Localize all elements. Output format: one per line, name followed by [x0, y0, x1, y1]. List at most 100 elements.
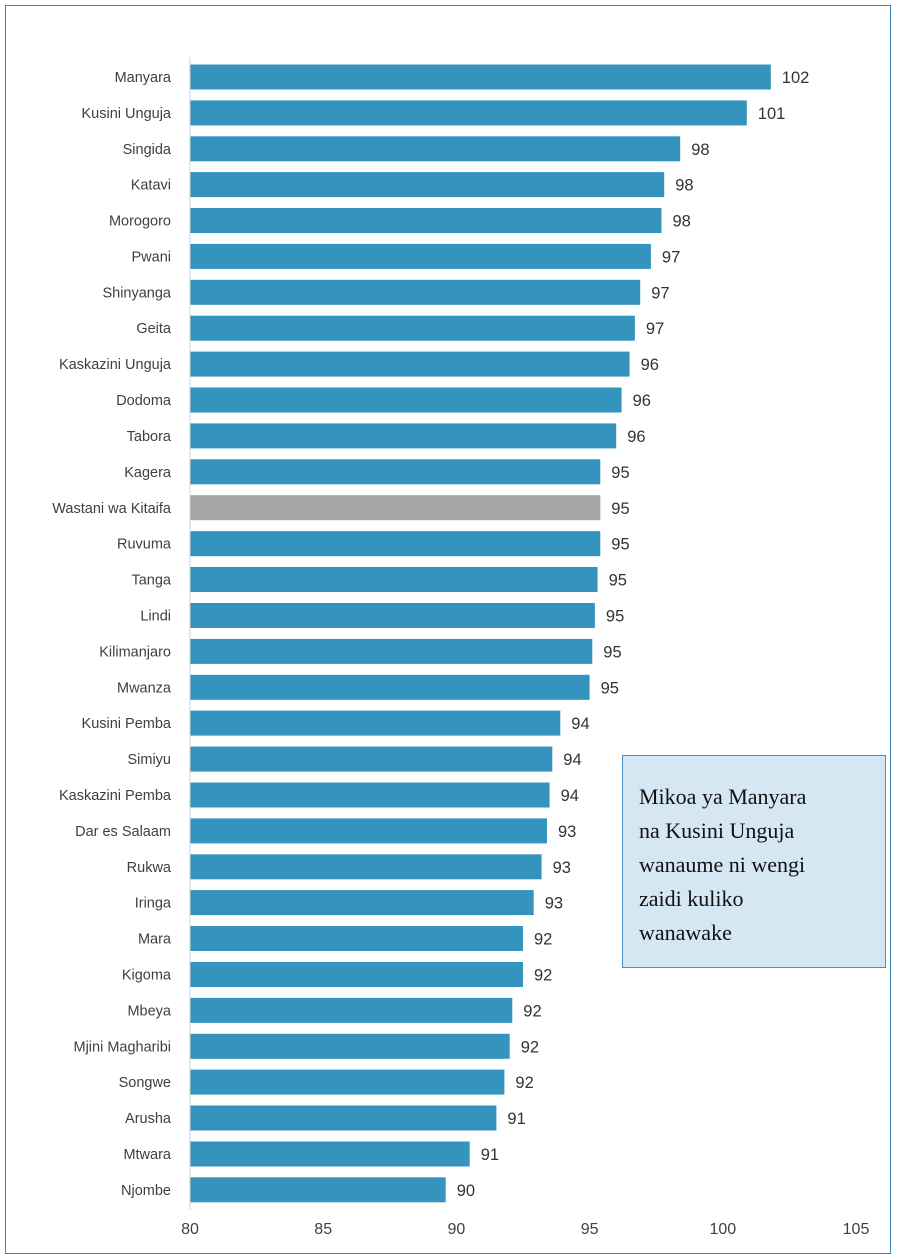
bar	[190, 854, 542, 880]
value-label: 92	[534, 967, 552, 985]
annotation-line: wanawake	[639, 920, 732, 945]
category-label: Pwani	[132, 249, 172, 265]
chart-frame	[5, 5, 891, 1254]
category-label: Kusini Unguja	[82, 106, 172, 122]
x-tick-label: 80	[181, 1221, 199, 1238]
value-label: 95	[611, 464, 629, 482]
bar	[190, 1177, 446, 1203]
category-label: Morogoro	[109, 214, 171, 230]
category-label: Kigoma	[122, 968, 172, 984]
bar	[190, 423, 617, 449]
bar	[190, 997, 513, 1023]
value-label: 98	[673, 213, 691, 231]
annotation-line: zaidi kuliko	[639, 886, 744, 911]
value-label: 91	[507, 1110, 525, 1128]
bar	[190, 387, 622, 413]
value-label: 92	[523, 1002, 541, 1020]
category-label: Iringa	[135, 896, 172, 912]
bar	[190, 351, 630, 377]
value-label: 94	[571, 715, 589, 733]
category-label: Kusini Pemba	[82, 716, 172, 732]
bar	[190, 926, 523, 951]
bar	[190, 746, 553, 772]
x-tick-label: 95	[581, 1221, 599, 1238]
value-label: 102	[782, 69, 810, 87]
x-tick-label: 90	[448, 1221, 466, 1238]
category-label: Tabora	[127, 429, 172, 445]
category-label: Singida	[123, 142, 172, 158]
bar	[190, 603, 595, 628]
value-label: 96	[641, 356, 659, 374]
value-label: 95	[611, 500, 629, 518]
value-label: 95	[609, 572, 627, 590]
category-label: Mbeya	[127, 1003, 171, 1019]
category-label: Wastani wa Kitaifa	[52, 501, 172, 517]
value-label: 92	[534, 931, 552, 949]
annotation-line: Mikoa ya Manyara	[639, 784, 807, 809]
category-label: Simiyu	[127, 752, 171, 768]
bar	[190, 818, 547, 844]
value-label: 94	[561, 787, 579, 805]
category-label: Njombe	[121, 1183, 171, 1199]
value-labels: 102 101 98 98 98 97 97 97 96 96 96 95 95 95 95 95 95 95 94…	[457, 69, 810, 1200]
value-label: 93	[558, 823, 576, 841]
category-label: Mjini Magharibi	[73, 1039, 171, 1055]
value-label: 95	[611, 536, 629, 554]
bar	[190, 782, 550, 808]
value-label: 97	[651, 284, 669, 302]
bar	[190, 459, 601, 485]
category-label: Mwanza	[117, 680, 172, 696]
category-label: Rukwa	[127, 860, 172, 876]
annotation-box: Mikoa ya Manyara na Kusini Unguja wanaum…	[622, 755, 886, 968]
bar	[190, 710, 561, 736]
x-tick-label: 105	[843, 1221, 870, 1238]
bar	[190, 315, 635, 341]
value-label: 94	[563, 751, 581, 769]
x-tick-labels: 80 85 90 95 100 105	[181, 1221, 869, 1238]
value-label: 97	[662, 248, 680, 266]
annotation-line: wanaume ni wengi	[639, 852, 806, 877]
category-label: Kaskazini Pemba	[59, 788, 172, 804]
value-label: 90	[457, 1182, 475, 1200]
bar	[190, 962, 523, 987]
category-label: Dodoma	[116, 393, 172, 409]
value-label: 92	[521, 1038, 539, 1056]
x-tick-label: 85	[314, 1221, 332, 1238]
category-label: Dar es Salaam	[75, 824, 171, 840]
value-label: 93	[545, 895, 563, 913]
value-label: 101	[758, 105, 786, 123]
bar	[190, 890, 534, 916]
bar	[190, 64, 771, 90]
bar	[190, 638, 593, 664]
x-tick-label: 100	[709, 1221, 736, 1238]
category-label: Geita	[136, 321, 172, 337]
annotation-line: na Kusini Unguja	[639, 818, 795, 843]
category-label: Shinyanga	[102, 285, 171, 301]
bar	[190, 100, 747, 126]
category-label: Kilimanjaro	[99, 644, 171, 660]
value-label: 95	[603, 643, 621, 661]
category-label: Mara	[138, 932, 172, 948]
category-label: Ruvuma	[117, 537, 172, 553]
bar	[190, 172, 665, 198]
category-label: Lindi	[140, 609, 171, 625]
category-label: Tanga	[131, 573, 171, 589]
bar	[190, 136, 681, 162]
value-label: 95	[601, 679, 619, 697]
bar	[190, 1033, 510, 1059]
category-label: Songwe	[119, 1075, 171, 1091]
value-label: 95	[606, 608, 624, 626]
value-label: 98	[691, 141, 709, 159]
category-label: Katavi	[131, 178, 171, 194]
value-label: 96	[633, 392, 651, 410]
category-label: Kaskazini Unguja	[59, 357, 172, 373]
category-labels: Manyara Kusini Unguja Singida Katavi Morogor…	[52, 70, 172, 1199]
bar	[190, 208, 662, 233]
value-label: 98	[675, 177, 693, 195]
value-label: 92	[515, 1074, 533, 1092]
bar	[190, 674, 590, 700]
bars-group	[190, 64, 771, 1203]
category-label: Arusha	[125, 1111, 172, 1127]
bar	[190, 495, 601, 521]
